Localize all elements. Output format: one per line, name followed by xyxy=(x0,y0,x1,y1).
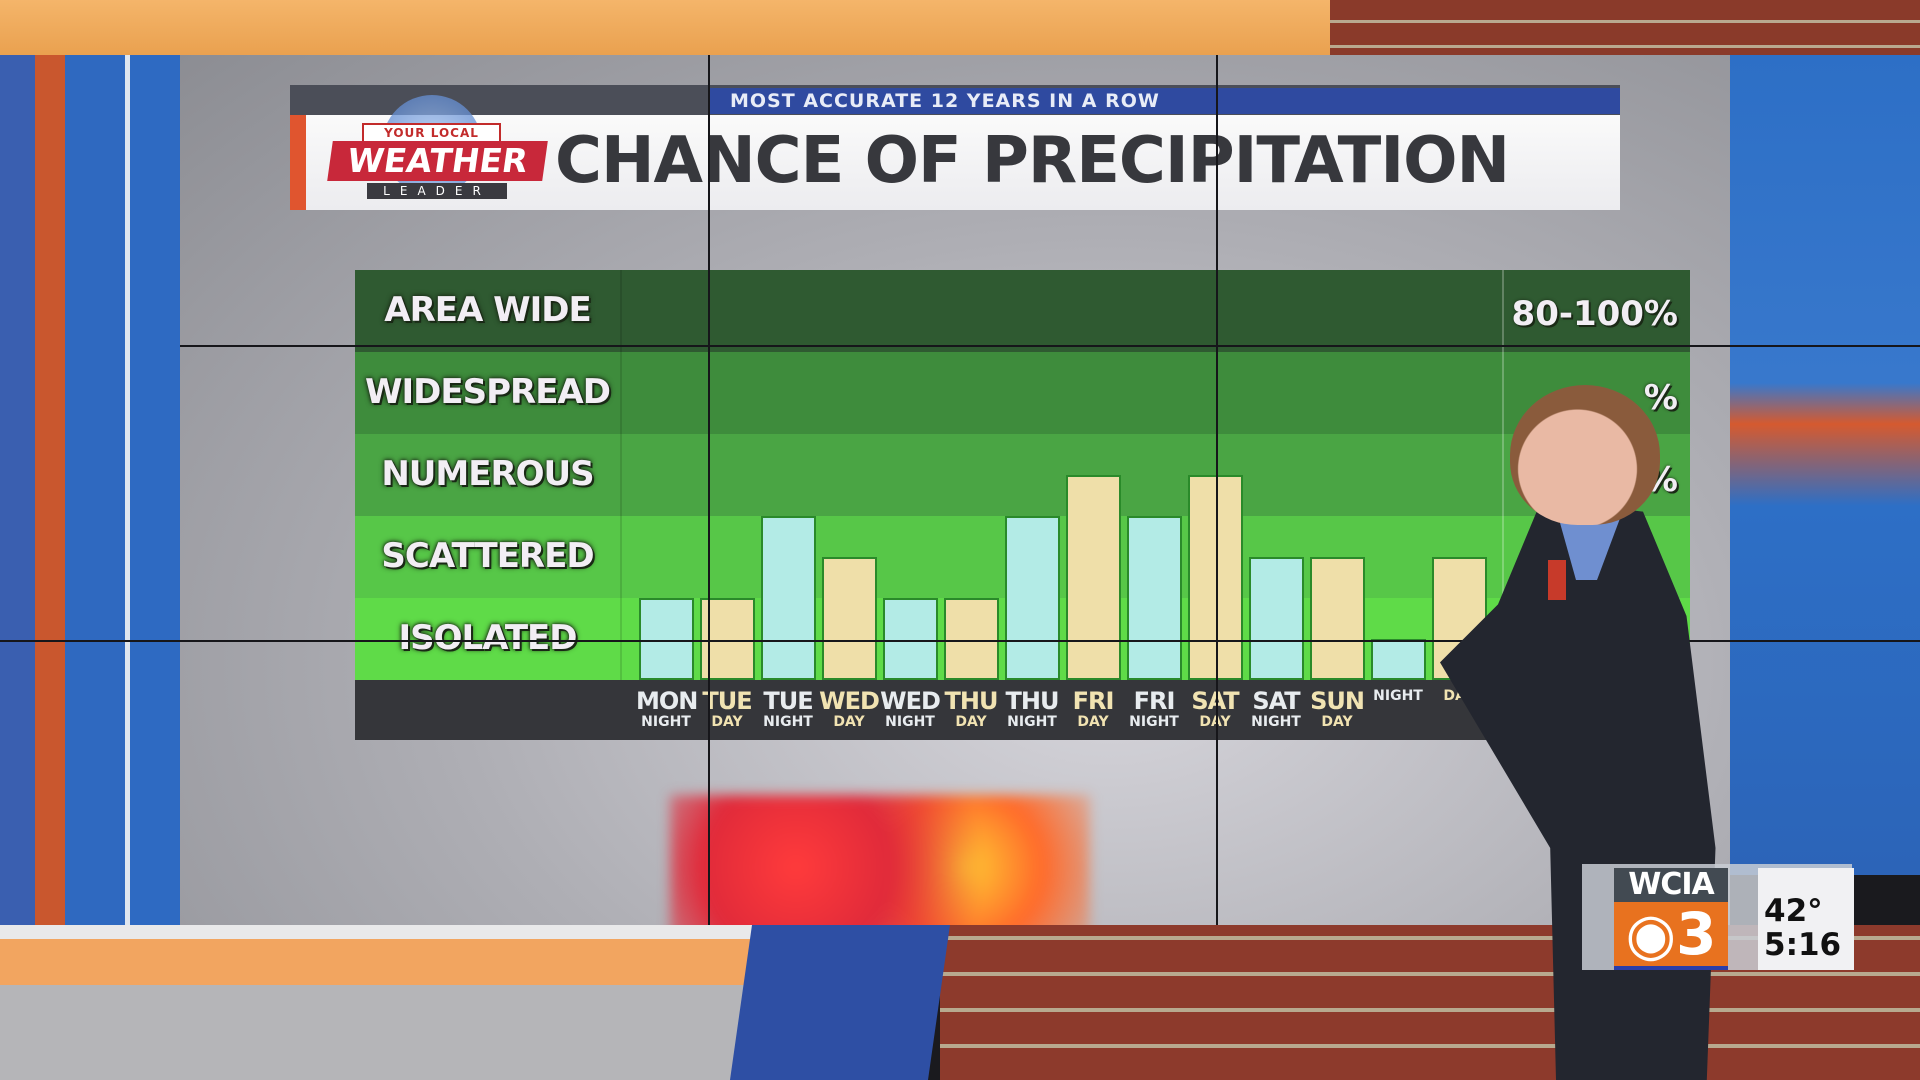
day-label: TUE DAY xyxy=(697,688,757,730)
bar-sat-day xyxy=(1188,475,1243,680)
cbs-eye-icon: ◉3 xyxy=(1614,902,1728,966)
set-column-left xyxy=(0,55,180,955)
logo-bottom-text: LEADER xyxy=(367,183,507,199)
logo-main-text: WEATHER xyxy=(327,141,548,181)
day-label: SUN DAY xyxy=(1307,688,1367,730)
bar-thu-day xyxy=(944,598,999,680)
day-name: SAT xyxy=(1191,687,1239,715)
call-sign: WCIA xyxy=(1628,867,1715,902)
background-radar-glow xyxy=(670,795,1090,925)
meteorologist-tie xyxy=(1548,560,1566,600)
page-title: CHANCE OF PRECIPITATION xyxy=(555,124,1510,198)
day-period: NIGHT xyxy=(763,714,813,730)
day-name: MON xyxy=(636,687,698,715)
day-label: SAT DAY xyxy=(1185,688,1245,730)
day-label: SAT NIGHT xyxy=(1246,688,1306,730)
day-period: NIGHT xyxy=(1129,714,1179,730)
day-axis xyxy=(355,680,1503,740)
day-label: NIGHT xyxy=(1368,688,1428,704)
row-label-isolated: ISOLATED xyxy=(398,618,577,658)
band-numerous xyxy=(355,434,1690,516)
weather-leader-logo: YOUR LOCAL WEATHER LEADER xyxy=(312,95,548,203)
video-wall-seam xyxy=(0,640,1920,642)
set-desk-base xyxy=(0,925,760,1080)
station-logo: WCIA ◉3 xyxy=(1614,868,1728,970)
bar-tue-night xyxy=(761,516,816,680)
band-widespread xyxy=(355,352,1690,434)
tagline-strip: MOST ACCURATE 12 YEARS IN A ROW xyxy=(710,88,1620,114)
day-period: NIGHT xyxy=(1007,714,1057,730)
day-period: DAY xyxy=(1199,714,1231,730)
day-name: WED xyxy=(880,687,941,715)
bar-sun-day xyxy=(1310,557,1365,680)
bar-wed-night xyxy=(883,598,938,680)
video-wall-seam xyxy=(708,55,710,925)
day-label: FRI NIGHT xyxy=(1124,688,1184,730)
meteorologist-head xyxy=(1510,385,1660,525)
day-name: TUE xyxy=(702,687,752,715)
bar-wed-day xyxy=(822,557,877,680)
bar-thu-night xyxy=(1005,516,1060,680)
day-label: WED NIGHT xyxy=(880,687,941,730)
day-name: SAT xyxy=(1252,687,1300,715)
day-period: DAY xyxy=(711,714,743,730)
day-period: DAY xyxy=(833,714,865,730)
bar-mon-night xyxy=(639,598,694,680)
channel-number: 3 xyxy=(1676,900,1717,968)
day-label: FRI DAY xyxy=(1063,688,1123,730)
precipitation-chart: AREA WIDE WIDESPREAD NUMEROUS SCATTERED … xyxy=(355,270,1690,740)
day-period: DAY xyxy=(1077,714,1109,730)
day-name: WED xyxy=(819,687,880,715)
bar-fri-night xyxy=(1127,516,1182,680)
logo-underline xyxy=(1614,966,1728,970)
day-name: FRI xyxy=(1133,687,1176,715)
row-label-numerous: NUMEROUS xyxy=(381,454,594,494)
day-name: THU xyxy=(1005,687,1060,715)
day-label: WED DAY xyxy=(819,687,880,730)
day-name: FRI xyxy=(1072,687,1115,715)
header-body xyxy=(290,115,1620,210)
pct-label-widespread: % xyxy=(1643,378,1678,418)
day-period: DAY xyxy=(955,714,987,730)
bar-sun-night xyxy=(1371,639,1426,680)
logo-top-text: YOUR LOCAL xyxy=(362,123,501,143)
video-wall-seam xyxy=(1216,55,1218,925)
station-bug: WCIA ◉3 42° 5:16 xyxy=(1582,864,1854,970)
day-label: THU DAY xyxy=(941,688,1001,730)
current-temperature: 42° xyxy=(1764,893,1823,929)
day-name: TUE xyxy=(763,687,813,715)
row-label-widespread: WIDESPREAD xyxy=(365,372,611,412)
day-period: NIGHT xyxy=(1373,688,1423,704)
bug-info-panel: 42° 5:16 xyxy=(1758,868,1854,970)
bar-sat-night xyxy=(1249,557,1304,680)
set-blue-panel xyxy=(730,925,950,1080)
day-label: TUE NIGHT xyxy=(758,688,818,730)
day-name: THU xyxy=(944,687,999,715)
day-period: NIGHT xyxy=(641,714,691,730)
day-period: NIGHT xyxy=(1251,714,1301,730)
day-period: DAY xyxy=(1321,714,1353,730)
percent-divider xyxy=(1502,270,1504,740)
row-label-scattered: SCATTERED xyxy=(381,536,594,576)
pct-label-area-wide: 80-100% xyxy=(1511,294,1678,334)
label-divider xyxy=(620,270,622,680)
bar-fri-day xyxy=(1066,475,1121,680)
day-name: SUN xyxy=(1310,687,1365,715)
set-column-right xyxy=(1730,55,1920,875)
current-time: 5:16 xyxy=(1764,927,1842,963)
day-label: THU NIGHT xyxy=(1002,688,1062,730)
day-period: NIGHT xyxy=(885,714,935,730)
row-label-area-wide: AREA WIDE xyxy=(384,290,591,330)
band-area-wide xyxy=(355,270,1690,352)
day-label: MON NIGHT xyxy=(636,687,698,730)
video-wall-seam xyxy=(180,345,1920,347)
graphic-header: MOST ACCURATE 12 YEARS IN A ROW YOUR LOC… xyxy=(290,85,1620,210)
